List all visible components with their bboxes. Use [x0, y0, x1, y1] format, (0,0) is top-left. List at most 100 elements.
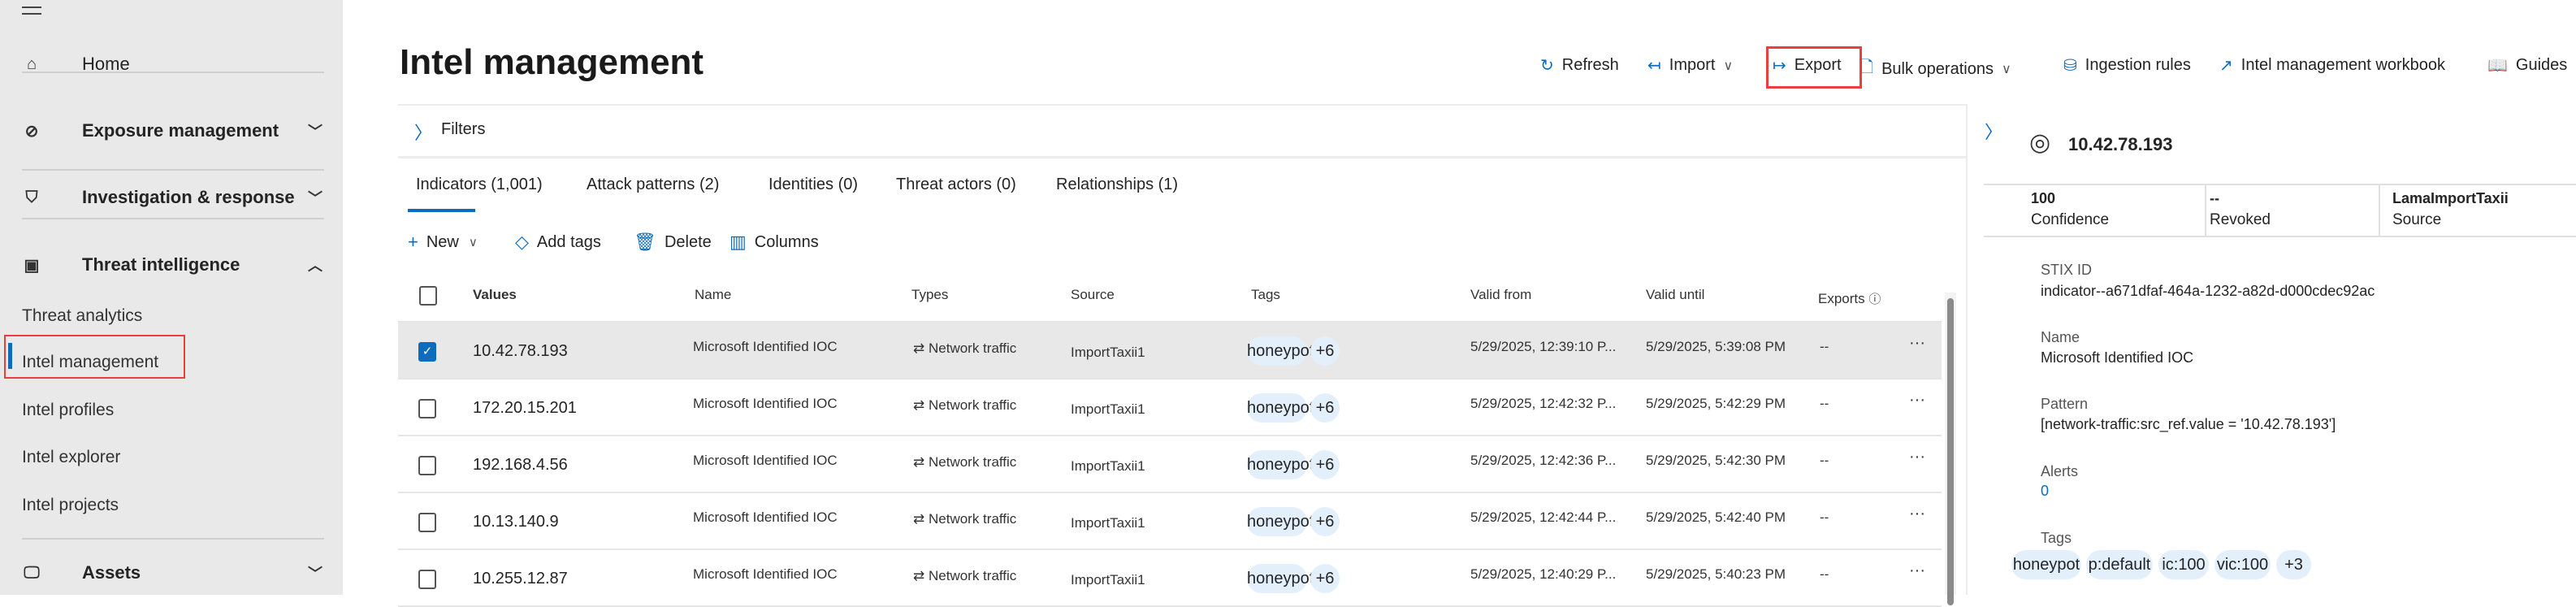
- column-header-values[interactable]: Values: [473, 287, 517, 302]
- more-tags-chip[interactable]: +6: [1310, 507, 1340, 536]
- row-name: Microsoft Identified IOC: [693, 453, 838, 468]
- row-exports: --: [1820, 453, 1829, 468]
- column-header-source[interactable]: Source: [1071, 287, 1115, 302]
- tab-threat-actors[interactable]: Threat actors (0): [896, 176, 1016, 193]
- panel-tag-chip[interactable]: p:default: [2086, 550, 2153, 579]
- sidebar-item-intel-projects[interactable]: Intel projects: [22, 496, 119, 514]
- divider: [398, 321, 1942, 323]
- delete-button[interactable]: 🗑 Delete: [634, 232, 712, 253]
- table-row[interactable]: 10.13.140.9 Microsoft Identified IOC ⇄ N…: [398, 493, 1942, 550]
- more-actions-icon[interactable]: ···: [1909, 561, 1925, 579]
- column-header-valid-from[interactable]: Valid from: [1470, 287, 1532, 302]
- sidebar-item-assets[interactable]: 🖵 Assets ﹀: [22, 562, 323, 583]
- tag-chip[interactable]: honeypot: [1247, 450, 1314, 479]
- import-button[interactable]: ↤ Import ∨: [1647, 55, 1733, 76]
- sidebar-item-intel-explorer[interactable]: Intel explorer: [22, 448, 121, 466]
- sidebar-item-home[interactable]: ⌂ Home: [22, 54, 323, 75]
- new-button[interactable]: + New ∨: [408, 232, 478, 253]
- guides-button[interactable]: 📖 Guides: [2487, 55, 2567, 76]
- workbook-button[interactable]: ↗ Intel management workbook: [2219, 55, 2445, 76]
- sidebar-item-exposure-management[interactable]: ⊘ Exposure management ﹀: [22, 120, 323, 141]
- panel-more-tags-chip[interactable]: +3: [2276, 550, 2311, 579]
- panel-tag-chip[interactable]: vic:100: [2214, 550, 2271, 579]
- divider: [2205, 185, 2206, 236]
- sidebar-item-intel-management[interactable]: Intel management: [22, 353, 159, 371]
- chevron-right-icon[interactable]: 〉: [414, 123, 433, 143]
- pattern-label: Pattern: [2041, 396, 2089, 412]
- tab-indicators[interactable]: Indicators (1,001): [416, 176, 543, 193]
- row-value[interactable]: 10.13.140.9: [473, 513, 559, 531]
- sidebar-item-threat-intelligence[interactable]: ▣ Threat intelligence ︿: [22, 254, 323, 275]
- tag-chip[interactable]: honeypot: [1247, 336, 1314, 366]
- column-header-name[interactable]: Name: [695, 287, 732, 302]
- row-type: ⇄ Network traffic: [913, 511, 1016, 527]
- table-row[interactable]: 192.168.4.56 Microsoft Identified IOC ⇄ …: [398, 436, 1942, 493]
- bulk-operations-button[interactable]: 🗋 Bulk operations ∨: [1860, 55, 2011, 83]
- row-exports: --: [1820, 396, 1829, 411]
- filters-toggle[interactable]: Filters: [441, 120, 486, 138]
- more-actions-icon[interactable]: ···: [1909, 391, 1925, 409]
- chevron-up-icon: ︿: [308, 258, 323, 274]
- tab-identities[interactable]: Identities (0): [768, 176, 859, 193]
- more-actions-icon[interactable]: ···: [1909, 334, 1925, 352]
- column-header-valid-until[interactable]: Valid until: [1646, 287, 1705, 302]
- row-value[interactable]: 192.168.4.56: [473, 456, 568, 474]
- pattern-value: [network-traffic:src_ref.value = '10.42.…: [2041, 416, 2336, 432]
- tab-attack-patterns[interactable]: Attack patterns (2): [587, 176, 720, 193]
- alerts-link[interactable]: 0: [2041, 483, 2050, 499]
- refresh-button[interactable]: ↻ Refresh: [1540, 55, 1619, 76]
- ingestion-rules-button[interactable]: ⛁ Ingestion rules: [2063, 55, 2191, 76]
- row-type: ⇄ Network traffic: [913, 454, 1016, 470]
- tag-chip[interactable]: honeypot: [1247, 507, 1314, 536]
- import-icon: ↤: [1647, 57, 1661, 75]
- row-valid-from: 5/29/2025, 12:42:44 P...: [1470, 509, 1617, 525]
- column-header-exports[interactable]: Exports ⓘ: [1818, 290, 1881, 307]
- devices-icon: 🖵: [24, 563, 40, 582]
- column-header-tags[interactable]: Tags: [1251, 287, 1280, 302]
- more-tags-chip[interactable]: +6: [1310, 393, 1340, 423]
- panel-tag-chip[interactable]: honeypot: [2011, 550, 2081, 579]
- sidebar-item-threat-analytics[interactable]: Threat analytics: [22, 306, 143, 325]
- guides-label: Guides: [2515, 56, 2568, 74]
- select-all-checkbox[interactable]: [419, 286, 437, 306]
- tag-chip[interactable]: honeypot: [1247, 393, 1314, 423]
- row-valid-until: 5/29/2025, 5:39:08 PM: [1646, 339, 1786, 354]
- more-tags-chip[interactable]: +6: [1310, 336, 1340, 366]
- collapse-panel-chevron-icon[interactable]: 〉: [1985, 122, 2003, 142]
- network-traffic-icon: ⇄: [913, 454, 925, 470]
- row-checkbox[interactable]: [418, 456, 436, 475]
- table-row[interactable]: 10.255.12.87 Microsoft Identified IOC ⇄ …: [398, 550, 1942, 607]
- tab-active-underline: [408, 209, 475, 212]
- more-actions-icon[interactable]: ···: [1909, 448, 1925, 466]
- row-checkbox[interactable]: [418, 399, 436, 418]
- row-type-label: Network traffic: [928, 340, 1017, 356]
- more-tags-chip[interactable]: +6: [1310, 450, 1340, 479]
- sidebar-item-investigation-response[interactable]: ⛉ Investigation & response ﹀: [22, 187, 323, 208]
- sidebar-item-intel-profiles[interactable]: Intel profiles: [22, 401, 115, 419]
- tag-chip[interactable]: honeypot: [1247, 564, 1314, 593]
- panel-tag-chip[interactable]: ic:100: [2158, 550, 2209, 579]
- row-checkbox[interactable]: ✓: [418, 342, 436, 362]
- stats-row: [1984, 184, 2576, 237]
- chart-line-icon: ↗: [2219, 57, 2233, 75]
- row-checkbox[interactable]: [418, 570, 436, 589]
- scrollbar-thumb[interactable]: [1947, 298, 1954, 605]
- compass-icon: ⊘: [24, 122, 39, 141]
- row-value[interactable]: 10.255.12.87: [473, 570, 568, 587]
- hamburger-menu-icon[interactable]: [22, 7, 41, 15]
- table-row[interactable]: 172.20.15.201 Microsoft Identified IOC ⇄…: [398, 379, 1942, 436]
- network-traffic-icon: ⇄: [913, 340, 925, 356]
- more-actions-icon[interactable]: ···: [1909, 505, 1925, 522]
- row-valid-from: 5/29/2025, 12:42:36 P...: [1470, 453, 1617, 468]
- table-row[interactable]: ✓ 10.42.78.193 Microsoft Identified IOC …: [398, 323, 1942, 379]
- row-value[interactable]: 172.20.15.201: [473, 399, 577, 417]
- row-checkbox[interactable]: [418, 513, 436, 532]
- more-tags-chip[interactable]: +6: [1310, 564, 1340, 593]
- row-value[interactable]: 10.42.78.193: [473, 342, 568, 360]
- tab-relationships[interactable]: Relationships (1): [1056, 176, 1179, 193]
- columns-button[interactable]: ▥ Columns: [730, 232, 819, 253]
- export-button[interactable]: ↦ Export: [1773, 55, 1842, 76]
- column-header-types[interactable]: Types: [911, 287, 949, 302]
- add-tags-button[interactable]: ◇ Add tags: [515, 232, 601, 253]
- ingestion-icon: ⛁: [2063, 57, 2077, 75]
